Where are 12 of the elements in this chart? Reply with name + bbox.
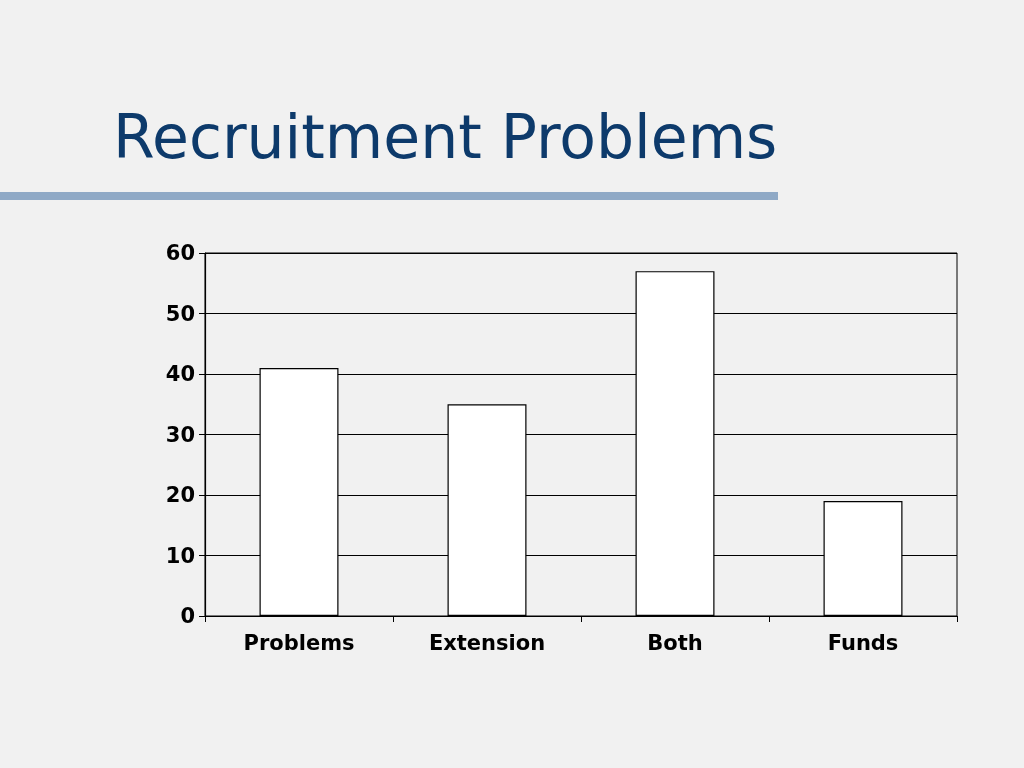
x-tick-label: Problems [243,630,355,655]
y-tick-label: 50 [165,301,195,326]
y-tick-label: 60 [165,241,195,265]
y-tick-label: 10 [165,543,195,568]
y-tick-label: 0 [180,604,195,628]
chart-title: Recruitment Problems [113,102,778,172]
y-tick-label: 20 [165,483,195,507]
x-tick-label: Extension [428,630,546,655]
x-tick-label: Both [647,630,703,655]
y-tick-label: 40 [165,362,195,386]
x-tick-label: Funds [827,630,899,655]
y-tick-label: 30 [165,422,195,447]
